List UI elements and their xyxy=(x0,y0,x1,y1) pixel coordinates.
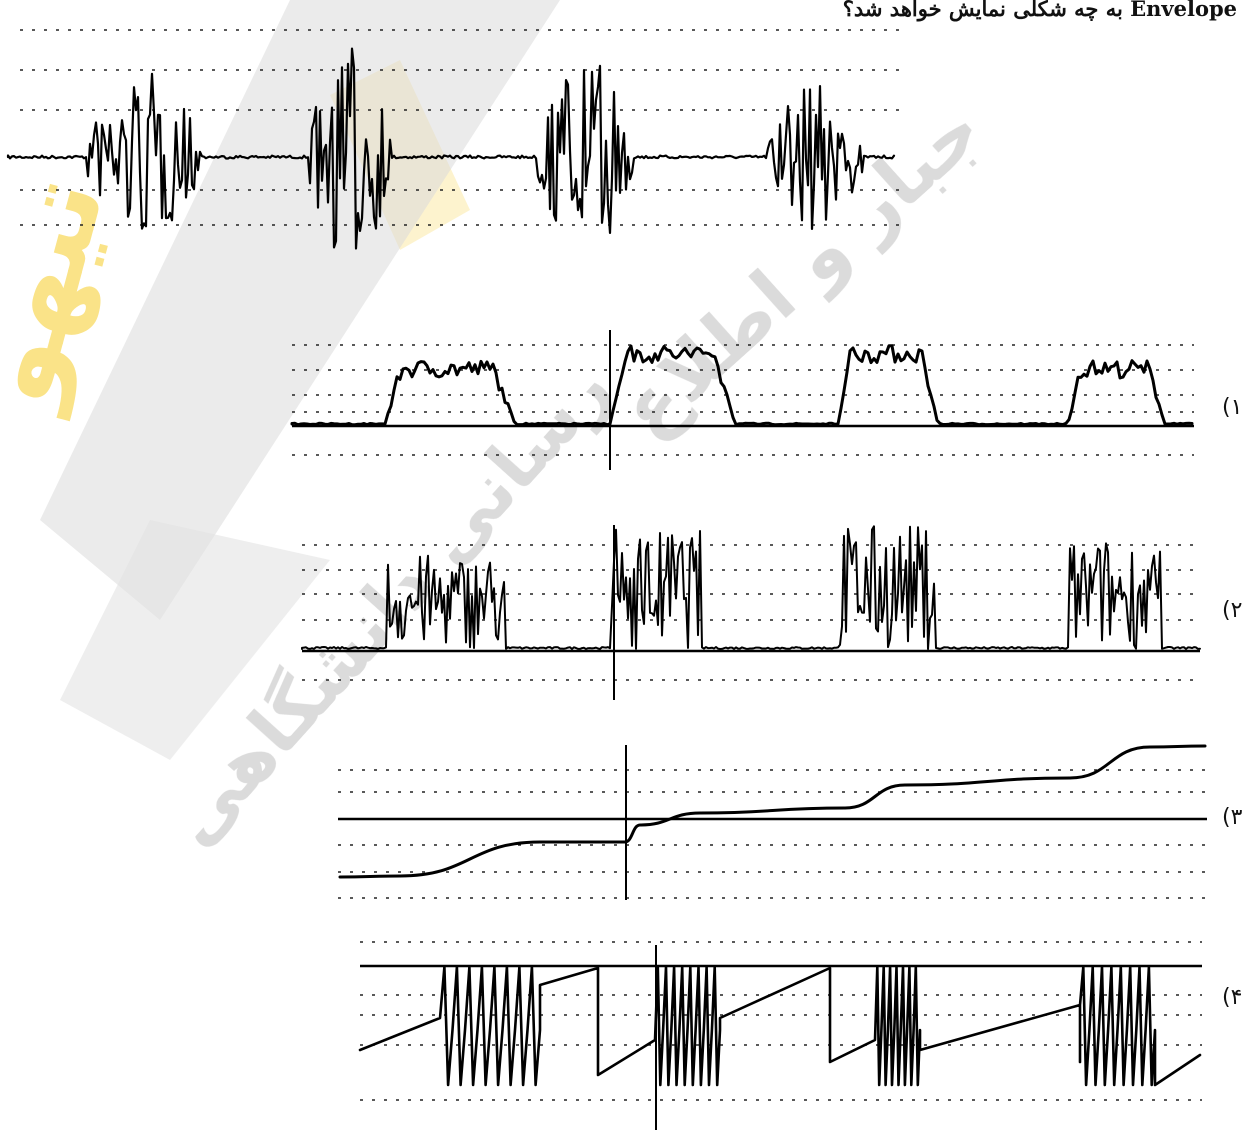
watermark-top-text: جبار و اطلاع xyxy=(604,86,999,454)
watermark-gold-stroke xyxy=(330,60,470,250)
envelope-option-4 xyxy=(358,965,1202,1087)
option-label-4[interactable]: (۴ xyxy=(1222,985,1243,1010)
question-caption: Envelope به چه شکلی نمایش خواهد شد؟ xyxy=(842,0,1237,21)
envelope-option-1 xyxy=(290,344,1194,427)
option-label-3[interactable]: (۳ xyxy=(1222,805,1243,830)
watermark: تیهو جبار و اطلاع رسانی دانشگاهی xyxy=(0,0,1000,862)
dotted-gridlines xyxy=(20,29,1207,1101)
watermark-gray-band-2 xyxy=(60,520,330,760)
reference-lines xyxy=(292,330,1207,1130)
envelope-option-2 xyxy=(301,525,1201,650)
envelope-option-3 xyxy=(338,744,1207,879)
speech-waveform xyxy=(6,47,896,250)
option-label-2[interactable]: (۲ xyxy=(1222,598,1243,623)
watermark-gray-band xyxy=(40,0,560,620)
option-label-1[interactable]: (۱ xyxy=(1222,395,1243,420)
